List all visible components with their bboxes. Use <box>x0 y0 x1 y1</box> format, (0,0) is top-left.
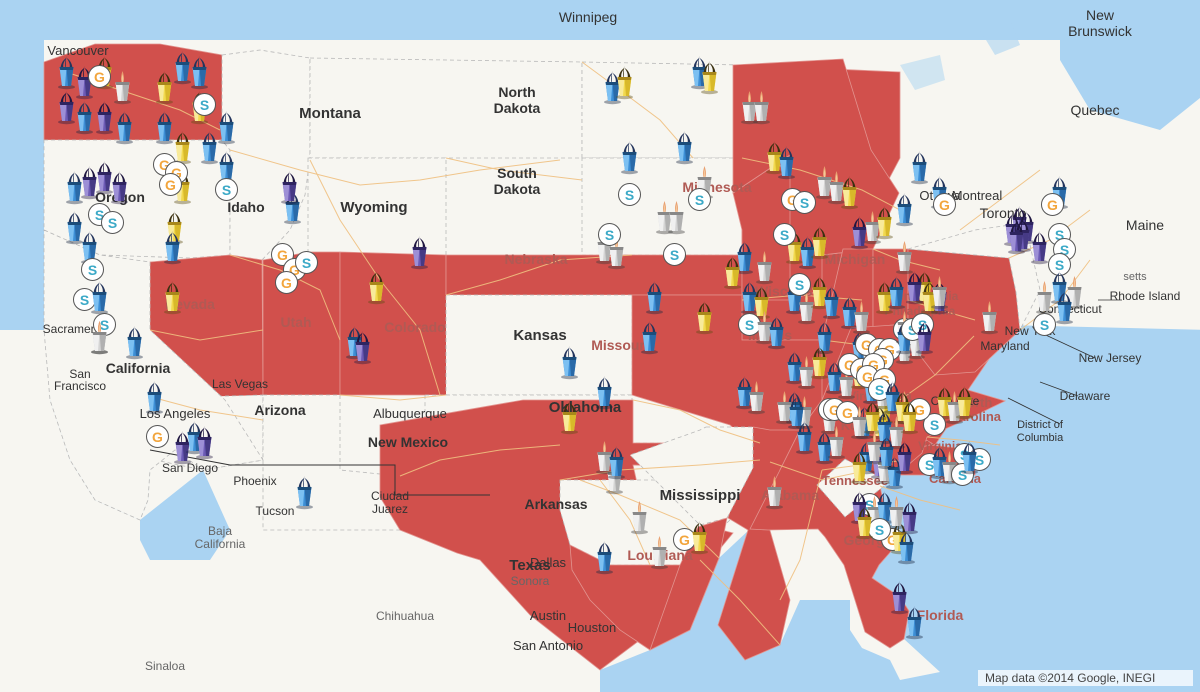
svg-text:Map data ©2014 Google, INEGI: Map data ©2014 Google, INEGI <box>985 671 1155 685</box>
svg-text:New Jersey: New Jersey <box>1079 351 1142 365</box>
svg-text:New Mexico: New Mexico <box>368 434 448 450</box>
svg-text:New: New <box>1086 7 1115 23</box>
svg-text:Arkansas: Arkansas <box>524 496 587 512</box>
svg-text:Maryland: Maryland <box>980 339 1029 353</box>
svg-text:Utah: Utah <box>280 314 311 330</box>
svg-text:Phoenix: Phoenix <box>233 474 276 488</box>
svg-text:Nebraska: Nebraska <box>504 251 567 267</box>
svg-text:Wyoming: Wyoming <box>340 199 407 216</box>
svg-text:Mississippi: Mississippi <box>660 487 741 504</box>
svg-text:California: California <box>195 537 246 551</box>
svg-text:Sonora: Sonora <box>511 574 550 588</box>
svg-text:Dakota: Dakota <box>494 100 541 116</box>
svg-text:District of: District of <box>1017 419 1064 431</box>
svg-text:San Diego: San Diego <box>162 461 218 475</box>
svg-text:Juarez: Juarez <box>372 502 408 516</box>
svg-text:Colorado: Colorado <box>384 319 445 335</box>
svg-text:Albuquerque: Albuquerque <box>373 406 447 421</box>
svg-text:Sinaloa: Sinaloa <box>145 659 185 673</box>
svg-text:Rhode Island: Rhode Island <box>1110 289 1181 303</box>
svg-text:Montreal: Montreal <box>952 188 1003 203</box>
svg-text:Dakota: Dakota <box>494 181 541 197</box>
svg-text:South: South <box>497 165 537 181</box>
svg-text:Brunswick: Brunswick <box>1068 23 1133 39</box>
svg-text:Arizona: Arizona <box>254 402 306 418</box>
svg-text:Quebec: Quebec <box>1070 102 1119 118</box>
svg-text:Maine: Maine <box>1126 217 1164 233</box>
svg-text:Kansas: Kansas <box>513 327 566 344</box>
svg-text:Las Vegas: Las Vegas <box>212 377 268 391</box>
svg-text:Chihuahua: Chihuahua <box>376 609 434 623</box>
svg-text:Missouri: Missouri <box>591 337 649 353</box>
svg-text:California: California <box>106 360 171 376</box>
svg-text:North: North <box>498 84 535 100</box>
svg-text:Columbia: Columbia <box>1017 432 1064 444</box>
svg-text:Winnipeg: Winnipeg <box>559 9 617 25</box>
svg-text:Vancouver: Vancouver <box>47 43 109 58</box>
svg-text:Dallas: Dallas <box>530 555 567 570</box>
svg-text:Michigan: Michigan <box>825 251 886 267</box>
svg-text:Austin: Austin <box>530 608 566 623</box>
svg-text:Florida: Florida <box>917 607 964 623</box>
svg-text:Montana: Montana <box>299 105 361 122</box>
svg-text:Houston: Houston <box>568 620 616 635</box>
svg-text:Idaho: Idaho <box>227 199 264 215</box>
svg-text:Baja: Baja <box>208 524 232 538</box>
svg-text:setts: setts <box>1123 271 1147 283</box>
svg-text:Tucson: Tucson <box>256 504 295 518</box>
svg-text:Delaware: Delaware <box>1060 389 1111 403</box>
svg-text:Francisco: Francisco <box>54 379 106 393</box>
svg-text:San Antonio: San Antonio <box>513 638 583 653</box>
svg-text:Ciudad: Ciudad <box>371 489 409 503</box>
